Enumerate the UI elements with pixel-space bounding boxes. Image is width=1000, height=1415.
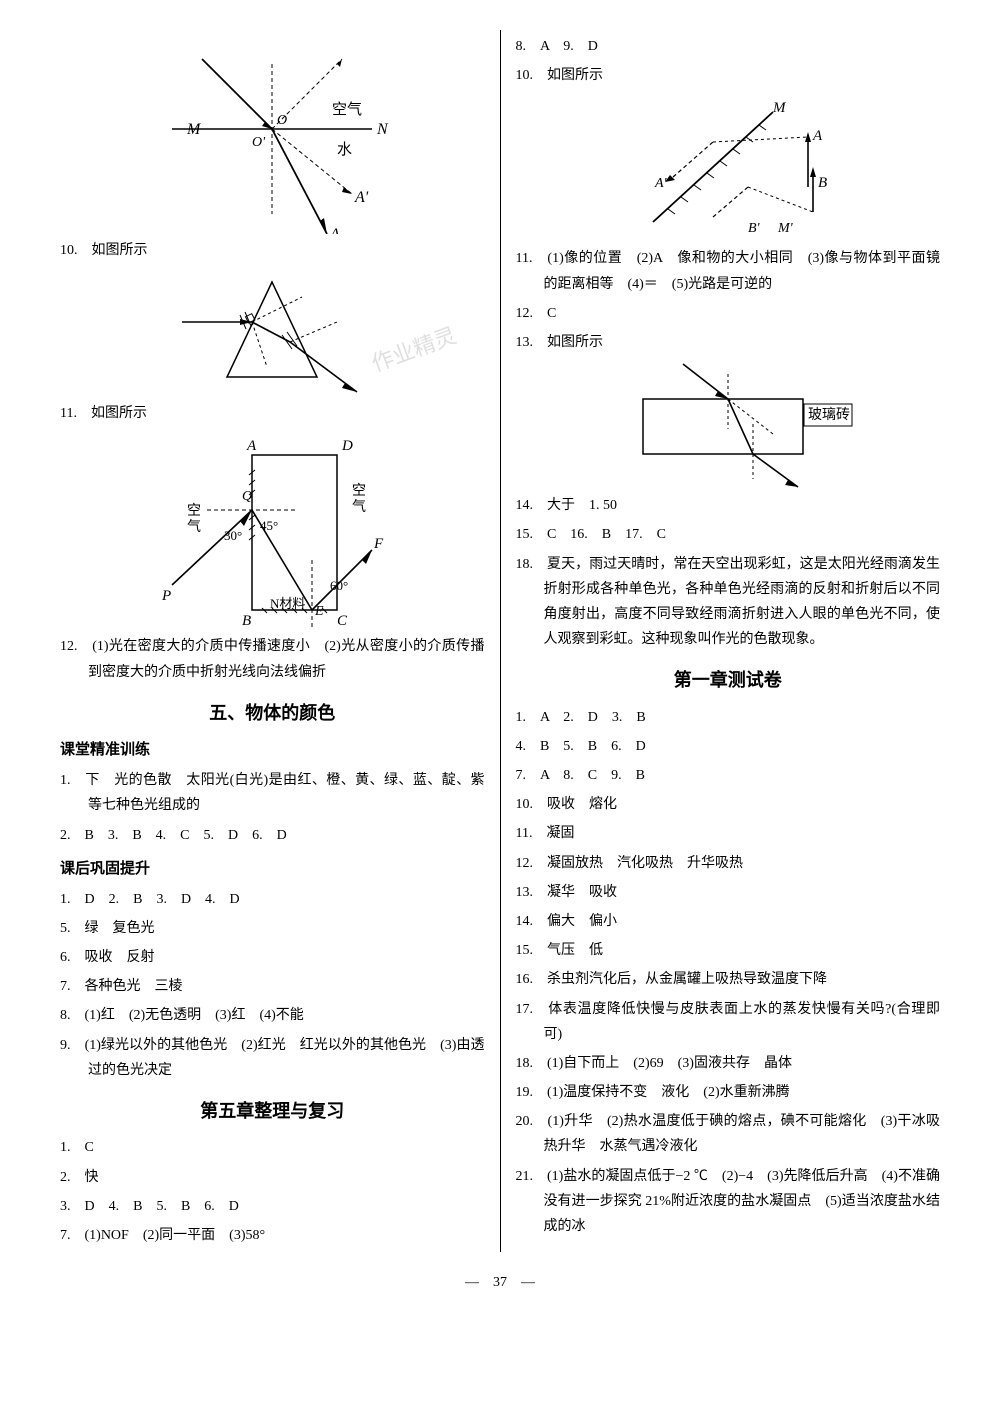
right-q11: 11. (1)像的位置 (2)A 像和物的大小相同 (3)像与物体到平面镜的距离… (515, 246, 940, 296)
t1: 1. A 2. D 3. B (515, 705, 940, 730)
sub-classroom: 课堂精准训练 (60, 737, 485, 764)
svg-text:45°: 45° (260, 518, 278, 533)
t12: 12. 凝固放热 汽化吸热 升华吸热 (515, 851, 940, 876)
right-q12: 12. C (515, 301, 940, 326)
svg-text:60°: 60° (330, 578, 348, 593)
t15: 15. 气压 低 (515, 938, 940, 963)
s5-1: 1. 下 光的色散 太阳光(白光)是由红、橙、黄、绿、蓝、靛、紫等七种色光组成的 (60, 768, 485, 818)
svg-text:P: P (161, 588, 171, 604)
svg-text:N材料: N材料 (270, 596, 305, 611)
t19: 19. (1)温度保持不变 液化 (2)水重新沸腾 (515, 1080, 940, 1105)
section-5-title: 五、物体的颜色 (60, 697, 485, 729)
svg-text:空气: 空气 (332, 101, 362, 118)
column-divider (500, 30, 501, 1252)
r2: 2. 快 (60, 1165, 485, 1190)
svg-text:玻璃砖: 玻璃砖 (808, 406, 850, 423)
review5-title: 第五章整理与复习 (60, 1095, 485, 1127)
right-q15: 15. C 16. B 17. C (515, 522, 940, 547)
svg-text:A: A (329, 226, 340, 234)
page-number-value: 37 (493, 1275, 507, 1290)
svg-text:Q: Q (242, 489, 252, 504)
svg-text:空气: 空气 (352, 483, 366, 515)
r3: 3. D 4. B 5. B 6. D (60, 1194, 485, 1219)
r7: 7. (1)NOF (2)同一平面 (3)58° (60, 1223, 485, 1248)
t18: 18. (1)自下而上 (2)69 (3)固液共存 晶体 (515, 1051, 940, 1076)
svg-text:O': O' (252, 135, 266, 150)
figure-q9-refraction: M O O' N A A' 空气 水 (60, 34, 485, 234)
svg-text:B': B' (748, 221, 761, 236)
t13: 13. 凝华 吸收 (515, 880, 940, 905)
svg-text:M: M (186, 121, 202, 138)
figure-q11-rect-medium: A D B C P Q E F (60, 430, 485, 630)
left-column: M O O' N A A' 空气 水 10. 如图所示 (50, 30, 495, 1252)
s5-2: 2. B 3. B 4. C 5. D 6. D (60, 823, 485, 848)
t17: 17. 体表温度降低快慢与皮肤表面上水的蒸发快慢有关吗?(合理即可) (515, 997, 940, 1047)
sub-afterclass: 课后巩固提升 (60, 856, 485, 883)
left-q12: 12. (1)光在密度大的介质中传播速度小 (2)光从密度小的介质传播到密度大的… (60, 634, 485, 684)
t21: 21. (1)盐水的凝固点低于−2 ℃ (2)−4 (3)先降低后升高 (4)不… (515, 1164, 940, 1240)
page-container: M O O' N A A' 空气 水 10. 如图所示 (0, 0, 1000, 1262)
figure-mirror-image: M M' A B A' B' (515, 92, 940, 242)
right-q10: 10. 如图所示 (515, 63, 940, 88)
t7: 7. A 8. C 9. B (515, 763, 940, 788)
svg-text:B: B (818, 175, 827, 191)
s5c1: 1. D 2. B 3. D 4. D (60, 887, 485, 912)
figure-glass-brick: 玻璃砖 (515, 359, 940, 489)
left-q11: 11. 如图所示 (60, 401, 485, 426)
s5c6: 6. 吸收 反射 (60, 945, 485, 970)
svg-text:A': A' (654, 176, 668, 191)
s5c5: 5. 绿 复色光 (60, 916, 485, 941)
left-q10: 10. 如图所示 (60, 238, 485, 263)
t10: 10. 吸收 熔化 (515, 792, 940, 817)
t20: 20. (1)升华 (2)热水温度低于碘的熔点，碘不可能熔化 (3)干冰吸热升华… (515, 1109, 940, 1159)
svg-text:D: D (341, 438, 353, 454)
right-q18: 18. 夏天，雨过天晴时，常在天空出现彩虹，这是太阳光经雨滴发生折射形成各种单色… (515, 552, 940, 653)
svg-text:O: O (277, 113, 287, 128)
t14: 14. 偏大 偏小 (515, 909, 940, 934)
right-q13: 13. 如图所示 (515, 330, 940, 355)
svg-text:空气: 空气 (187, 503, 201, 535)
page-number: — 37 — (0, 1262, 1000, 1315)
figure-q10-prism (60, 267, 485, 397)
right-q8-9: 8. A 9. D (515, 34, 940, 59)
s5c9: 9. (1)绿光以外的其他色光 (2)红光 红光以外的其他色光 (3)由透过的色… (60, 1033, 485, 1083)
test1-title: 第一章测试卷 (515, 664, 940, 696)
s5c8: 8. (1)红 (2)无色透明 (3)红 (4)不能 (60, 1003, 485, 1028)
svg-text:水: 水 (337, 141, 352, 158)
svg-text:30°: 30° (224, 528, 242, 543)
svg-text:N: N (376, 121, 389, 138)
svg-text:A: A (812, 128, 823, 144)
right-column: 8. A 9. D 10. 如图所示 M M' A (505, 30, 950, 1252)
r1: 1. C (60, 1135, 485, 1160)
svg-text:C: C (337, 613, 348, 629)
svg-text:M: M (772, 100, 787, 116)
t16: 16. 杀虫剂汽化后，从金属罐上吸热导致温度下降 (515, 967, 940, 992)
t11: 11. 凝固 (515, 821, 940, 846)
right-q14: 14. 大于 1. 50 (515, 493, 940, 518)
svg-text:A': A' (354, 189, 369, 206)
s5c7: 7. 各种色光 三棱 (60, 974, 485, 999)
svg-text:M': M' (777, 221, 794, 236)
svg-text:A: A (246, 438, 257, 454)
svg-text:B: B (242, 613, 251, 629)
t4: 4. B 5. B 6. D (515, 734, 940, 759)
svg-text:F: F (373, 536, 384, 552)
